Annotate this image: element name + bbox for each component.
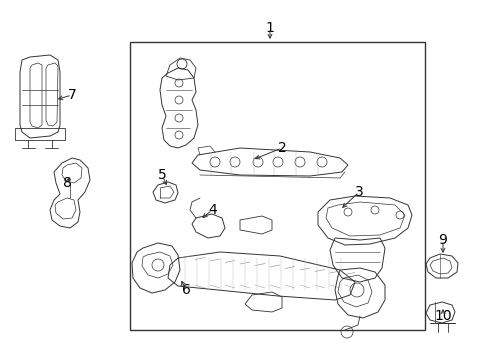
Bar (130, 42, 424, 330)
Text: 5: 5 (158, 168, 166, 182)
Text: 1: 1 (265, 21, 274, 35)
Text: 9: 9 (438, 233, 447, 247)
Text: 10: 10 (433, 309, 451, 323)
Text: 4: 4 (207, 203, 216, 217)
Text: 6: 6 (182, 283, 190, 297)
Text: 3: 3 (354, 185, 363, 199)
Text: 8: 8 (63, 176, 72, 190)
Text: 2: 2 (278, 141, 286, 155)
Text: 7: 7 (68, 88, 77, 102)
